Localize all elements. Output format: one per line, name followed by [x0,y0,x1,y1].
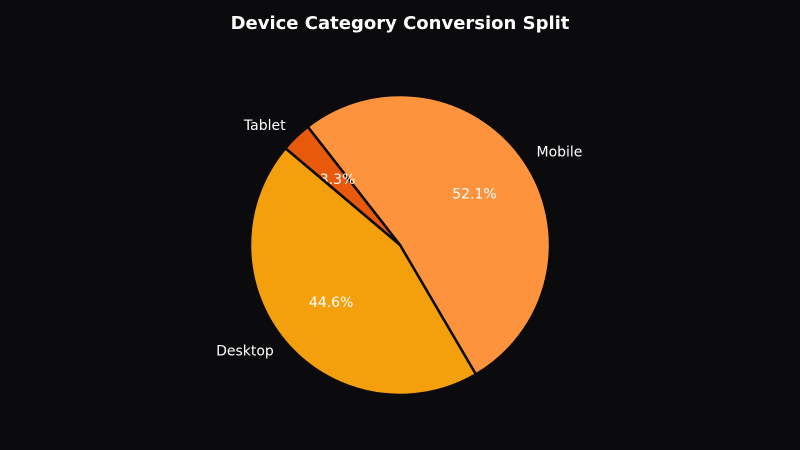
slice-label: Desktop [216,343,274,359]
slice-label: Mobile [537,144,583,160]
slice-label: Tablet [243,118,286,134]
value-label: 44.6% [309,295,353,311]
pie-slice [306,93,552,376]
pie-slice [248,147,478,397]
value-label: 52.1% [452,186,496,202]
chart-title: Device Category Conversion Split [231,13,570,34]
